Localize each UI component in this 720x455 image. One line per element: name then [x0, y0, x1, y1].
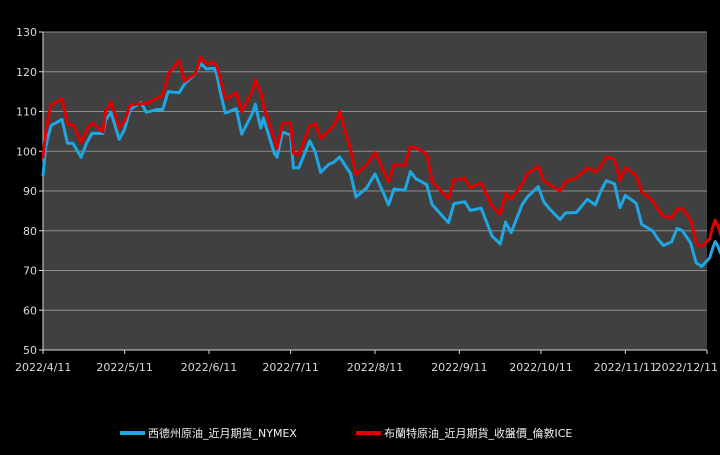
legend-label-wti: 西德州原油_近月期貨_NYMEX: [148, 426, 297, 440]
y-tick-label: 50: [23, 344, 37, 357]
series-layer: [41, 55, 720, 268]
x-tick-label: 2022/10/11: [509, 361, 572, 374]
y-tick-label: 100: [16, 145, 37, 158]
x-tick-label: 2022/4/11: [15, 361, 71, 374]
y-tick-label: 110: [16, 106, 37, 119]
y-tick-label: 80: [23, 225, 37, 238]
y-axis: 50 60 70 80 90 100 110 120 130: [16, 26, 44, 357]
x-tick-label: 2022/6/11: [181, 361, 237, 374]
legend-label-brent: 布蘭特原油_近月期貨_收盤價_倫敦ICE: [384, 426, 572, 440]
y-tick-label: 70: [23, 265, 37, 278]
x-tick-label: 2022/9/11: [431, 361, 487, 374]
legend: 西德州原油_近月期貨_NYMEX 布蘭特原油_近月期貨_收盤價_倫敦ICE: [120, 426, 572, 440]
x-tick-label: 2022/12/11: [655, 361, 718, 374]
x-tick-label: 2022/11/11: [594, 361, 657, 374]
legend-item-brent: 布蘭特原油_近月期貨_收盤價_倫敦ICE: [356, 426, 572, 440]
x-tick-label: 2022/5/11: [96, 361, 152, 374]
series-line-brent: [41, 55, 720, 248]
legend-item-wti: 西德州原油_近月期貨_NYMEX: [120, 426, 297, 440]
x-tick-label: 2022/7/11: [262, 361, 318, 374]
y-tick-label: 120: [16, 66, 37, 79]
y-tick-label: 60: [23, 304, 37, 317]
x-tick-label: 2022/8/11: [347, 361, 403, 374]
x-axis: 2022/4/11 2022/5/11 2022/6/11 2022/7/11 2022…: [15, 349, 718, 374]
series-line-wti: [41, 61, 720, 268]
y-tick-label: 130: [16, 26, 37, 39]
y-tick-label: 90: [23, 185, 37, 198]
